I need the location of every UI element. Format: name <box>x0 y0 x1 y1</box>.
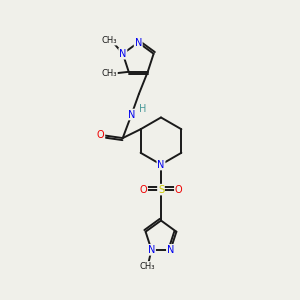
Text: O: O <box>97 130 104 140</box>
Text: CH₃: CH₃ <box>102 69 117 78</box>
Text: N: N <box>167 245 174 255</box>
Text: N: N <box>134 38 142 47</box>
Text: O: O <box>140 184 147 195</box>
Text: N: N <box>128 110 135 119</box>
Text: CH₃: CH₃ <box>139 262 155 271</box>
Text: N: N <box>157 160 165 170</box>
Text: S: S <box>158 184 164 195</box>
Text: H: H <box>139 104 146 114</box>
Text: O: O <box>175 184 182 195</box>
Text: N: N <box>119 49 127 59</box>
Text: CH₃: CH₃ <box>102 36 117 45</box>
Text: N: N <box>148 245 155 255</box>
